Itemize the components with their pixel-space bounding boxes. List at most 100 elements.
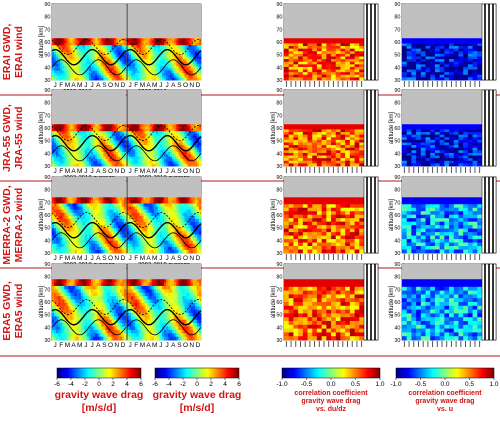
correlation-cell	[307, 137, 313, 141]
gwd-cell	[78, 234, 82, 238]
gwd-cell	[89, 75, 92, 79]
correlation-cell	[467, 134, 473, 138]
gwd-cell	[194, 47, 198, 51]
gwd-cell	[107, 197, 110, 201]
gwd-cell	[101, 215, 104, 220]
gwd-cell	[109, 212, 113, 217]
correlation-cell	[335, 158, 341, 162]
gwd-cell	[113, 42, 117, 46]
gwd-cell	[161, 38, 165, 41]
gwd-cell	[105, 203, 108, 207]
gwd-cell	[89, 38, 92, 41]
gwd-cell	[149, 149, 153, 153]
gwd-cell	[64, 52, 67, 55]
correlation-cell	[430, 74, 436, 78]
gwd-cell	[84, 215, 88, 220]
correlation-cell	[307, 69, 313, 73]
gwd-cell	[194, 135, 198, 139]
correlation-cell	[354, 53, 360, 57]
y-tick-label: 50	[394, 53, 400, 59]
gwd-cell	[72, 42, 76, 46]
gwd-cell	[119, 240, 123, 245]
correlation-cell	[420, 129, 426, 133]
correlation-cell	[439, 59, 445, 63]
correlation-cell	[434, 129, 441, 133]
gwd-cell	[89, 231, 92, 235]
gwd-cell	[64, 243, 67, 248]
gwd-cell	[178, 154, 181, 158]
gwd-cell	[99, 249, 102, 254]
gwd-cell	[161, 147, 165, 151]
gwd-cell	[91, 145, 94, 148]
gwd-cell	[127, 54, 130, 58]
gwd-cell	[80, 156, 84, 160]
correlation-cell	[430, 142, 436, 146]
gwd-cell	[147, 243, 151, 248]
gwd-cell	[109, 240, 113, 245]
gwd-cell	[64, 228, 67, 232]
correlation-cell	[439, 77, 445, 81]
gwd-cell	[54, 56, 57, 60]
gwd-cell	[141, 138, 144, 141]
gwd-cell	[121, 63, 125, 67]
correlation-cell	[298, 64, 304, 68]
gwd-cell	[97, 140, 100, 144]
gwd-cell	[143, 215, 146, 220]
gwd-cell	[147, 131, 151, 134]
gwd-cell	[82, 163, 86, 167]
gwd-cell	[176, 138, 179, 141]
gwd-cell	[149, 70, 153, 74]
gwd-cell	[155, 156, 159, 160]
correlation-cell	[316, 137, 323, 141]
gwd-cell	[161, 203, 165, 207]
correlation-cell	[425, 139, 431, 143]
gwd-cell	[70, 147, 73, 151]
correlation-cell	[293, 46, 299, 50]
gwd-cell	[157, 197, 161, 201]
gwd-cell	[105, 228, 108, 232]
correlation-cell	[284, 163, 290, 167]
gwd-cell	[166, 154, 169, 158]
correlation-cell	[425, 150, 431, 154]
gwd-cell	[113, 149, 117, 153]
gwd-cell	[190, 52, 194, 55]
gwd-cell	[119, 163, 123, 167]
correlation-cell	[463, 64, 469, 68]
correlation-cell	[453, 158, 459, 162]
y-tick-label: 90	[44, 2, 50, 8]
gwd-cell	[133, 228, 136, 232]
gwd-cell	[170, 47, 173, 51]
correlation-cell	[349, 152, 355, 156]
gwd-cell	[141, 126, 144, 130]
gwd-cell	[166, 225, 169, 229]
gwd-cell	[80, 124, 84, 127]
gwd-cell	[66, 197, 69, 201]
gwd-cell	[131, 135, 134, 139]
gwd-cell	[133, 66, 136, 69]
correlation-cell	[467, 124, 473, 128]
gwd-cell	[135, 56, 138, 60]
gwd-cell	[109, 228, 113, 232]
gwd-cell	[129, 209, 132, 214]
gwd-cell	[119, 40, 123, 44]
correlation-cell	[345, 129, 351, 133]
gwd-cell	[60, 200, 63, 204]
gwd-cell	[159, 161, 163, 165]
gwd-cell	[105, 149, 108, 153]
gwd-cell	[115, 234, 119, 238]
correlation-cell	[449, 72, 455, 76]
gwd-cell	[117, 200, 121, 204]
gwd-cell	[56, 237, 59, 242]
correlation-cell	[312, 64, 318, 68]
correlation-cell	[472, 137, 478, 141]
y-tick-label: 40	[44, 151, 50, 157]
gwd-cell	[84, 243, 88, 248]
gwd-cell	[145, 156, 148, 160]
gwd-cell	[119, 161, 123, 165]
gwd-cell	[161, 156, 165, 160]
correlation-cell	[420, 69, 426, 73]
gwd-cell	[119, 225, 123, 229]
gwd-cell	[188, 126, 192, 130]
correlation-cell	[463, 53, 469, 57]
correlation-cell	[298, 48, 304, 52]
